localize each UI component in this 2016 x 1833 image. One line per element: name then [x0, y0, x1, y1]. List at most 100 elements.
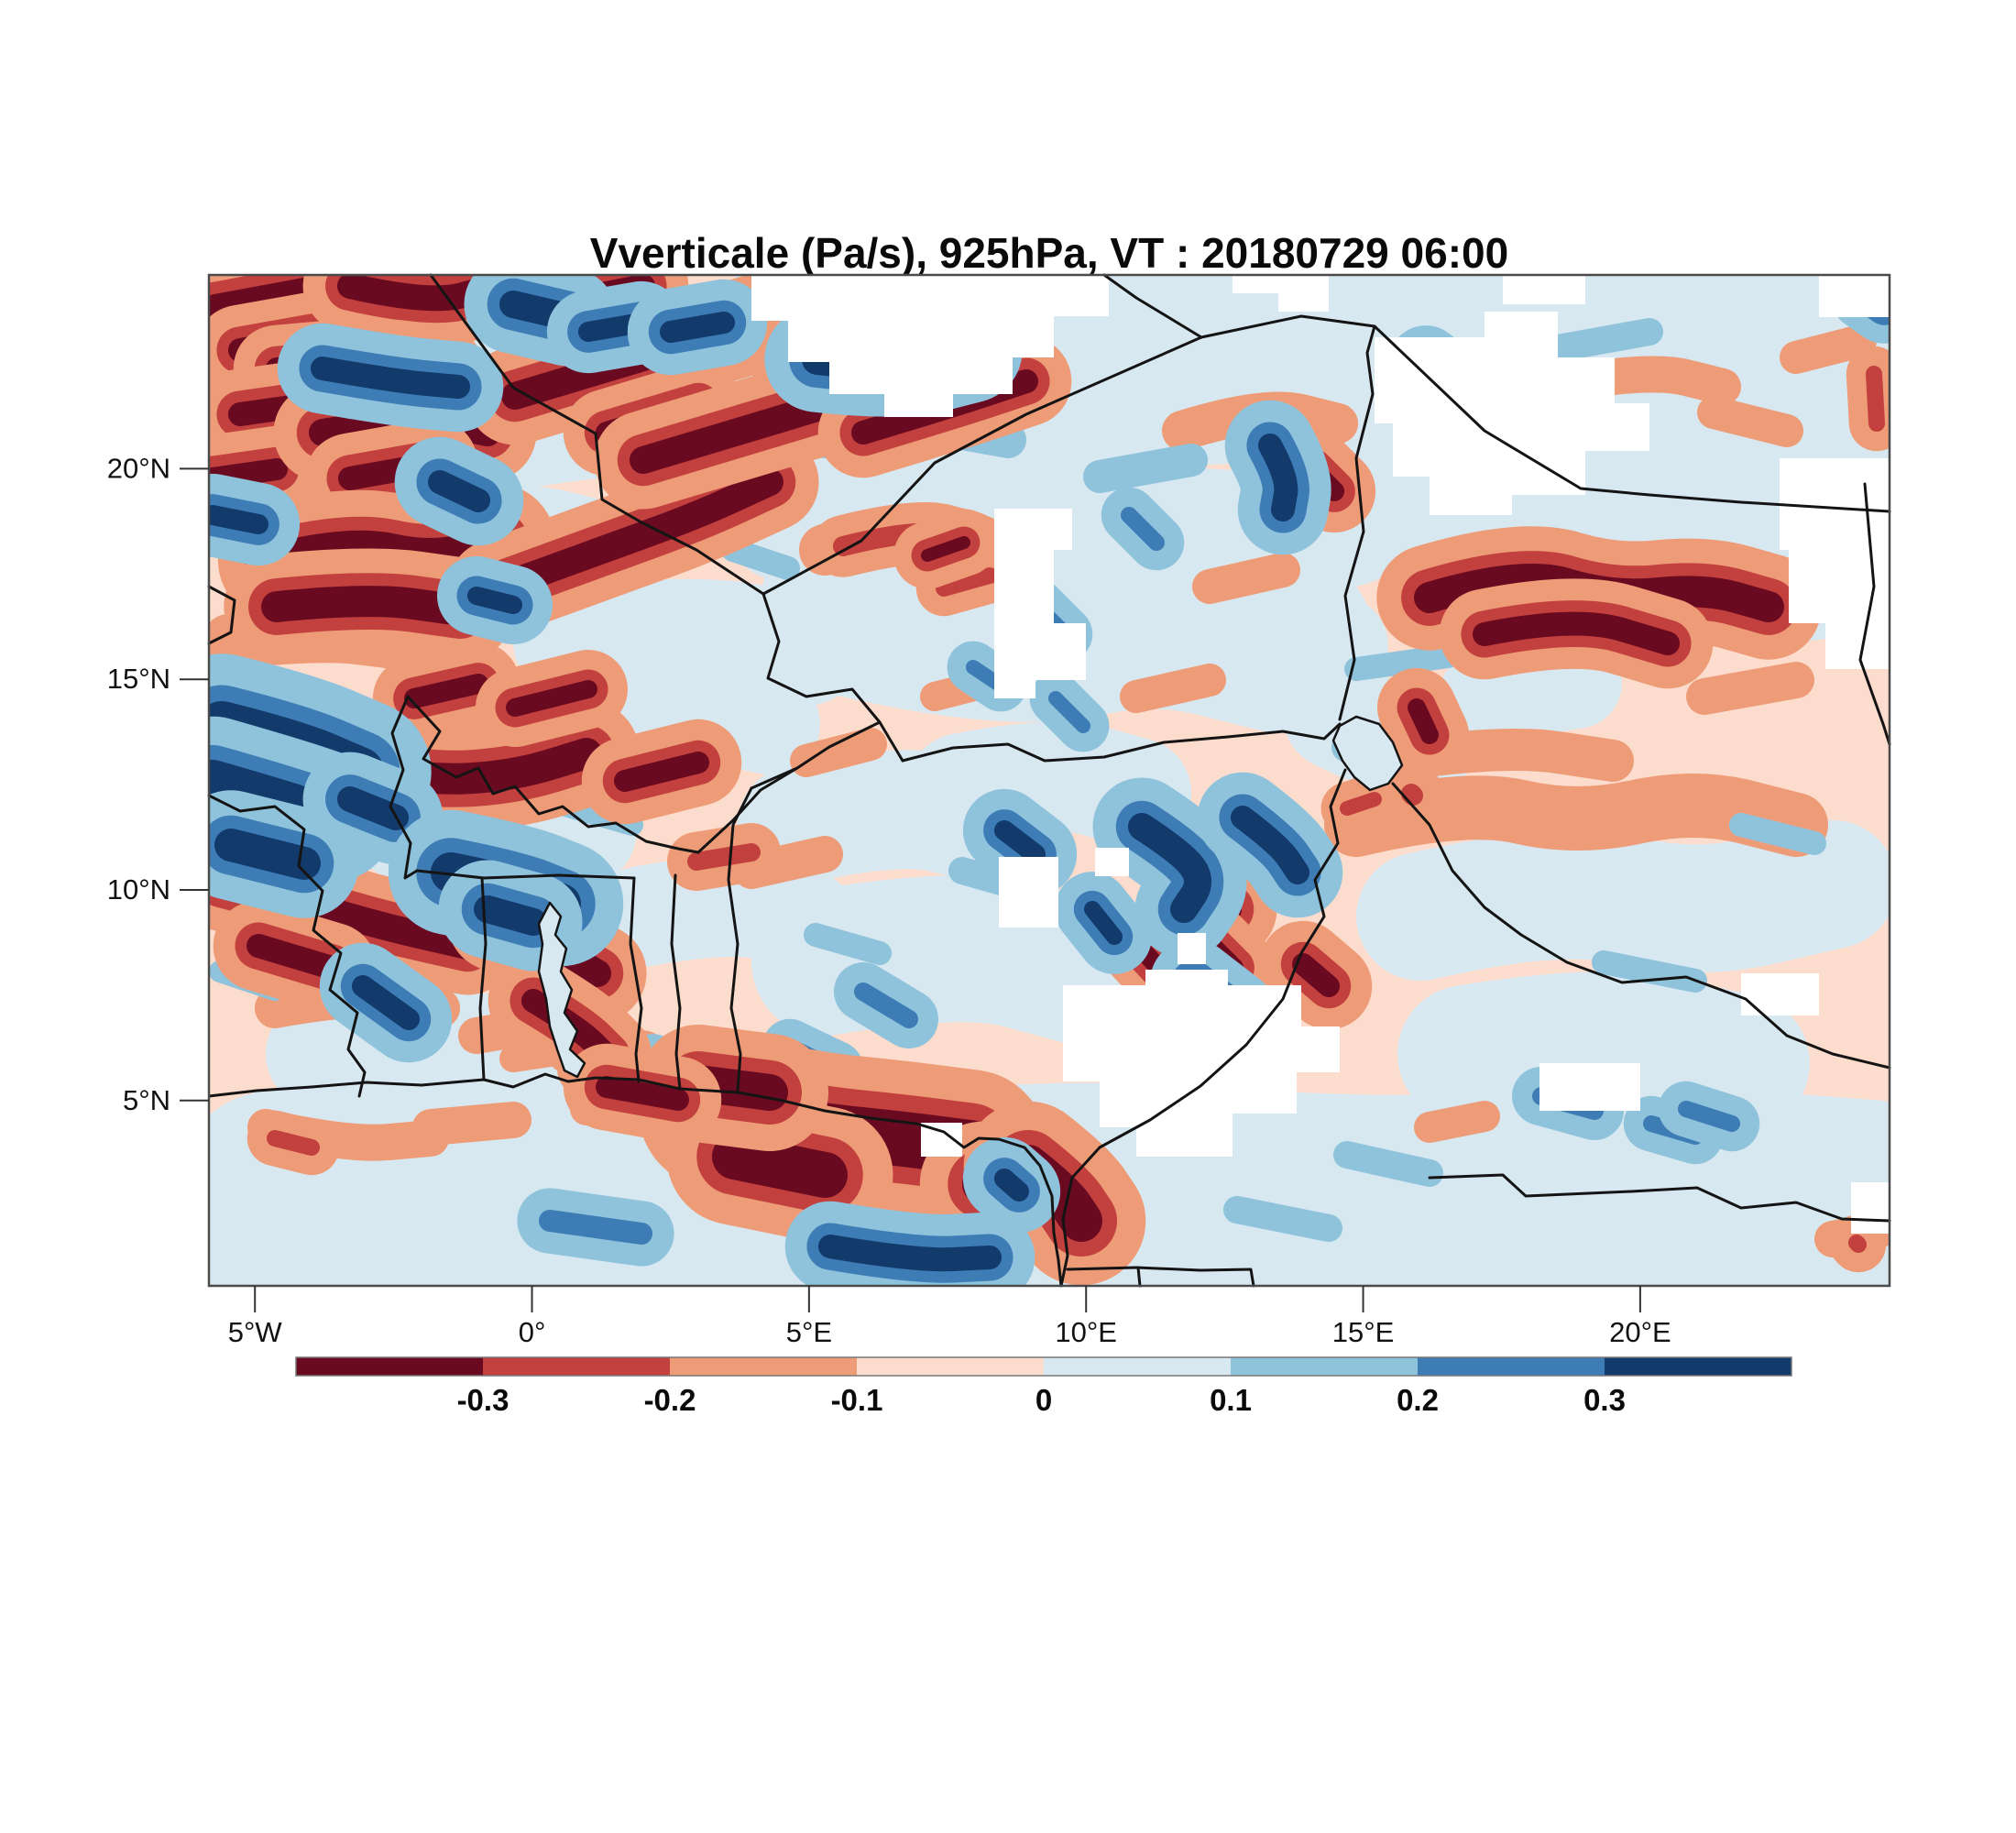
country-border-line [901, 722, 1342, 763]
anomaly-blob [267, 1130, 320, 1156]
colorbar-tick-label: 0.1 [1210, 1383, 1252, 1417]
lake-outline [1331, 715, 1404, 792]
anomaly-blob [261, 586, 476, 626]
anomaly-blob [1333, 1141, 1443, 1187]
country-border-line [415, 869, 636, 880]
anomaly-blob [1120, 664, 1226, 713]
colorbar-tick-label: -0.3 [457, 1383, 509, 1417]
country-border-line [1391, 782, 1891, 1070]
no-data-mask [1503, 275, 1585, 304]
country-border-line [727, 786, 753, 1092]
colorbar-outline [295, 1356, 1792, 1377]
contour-field [209, 275, 1890, 1286]
anomaly-blob [1473, 611, 1680, 655]
anomaly-blob [1356, 820, 1890, 981]
country-borders [207, 273, 1891, 1288]
anomaly-blob [311, 357, 470, 399]
lake-outline [537, 901, 586, 1079]
anomaly-blob [721, 538, 800, 580]
anomaly-blob [1397, 971, 1810, 1132]
no-data-mask [999, 857, 1058, 927]
anomaly-blob [1686, 662, 1814, 715]
anomaly-blob [337, 275, 508, 312]
anomaly-blob [591, 856, 857, 971]
longitude-tick-label: 20°E [1609, 1316, 1671, 1348]
colorbar-tick-label: -0.1 [831, 1383, 883, 1417]
anomaly-blob [1084, 901, 1123, 945]
anomaly-blob [687, 843, 761, 871]
colorbar-segment [296, 1357, 484, 1376]
anomaly-blob [994, 1169, 1029, 1202]
country-border-line [1059, 768, 1347, 1288]
anomaly-blob [790, 728, 887, 777]
longitude-tick-label: 10°E [1055, 1316, 1117, 1348]
anomaly-blob [1083, 444, 1208, 493]
country-border-line [1200, 314, 1891, 513]
anomaly-blob [412, 1102, 531, 1146]
anomaly-blob [1301, 275, 1890, 403]
no-data-mask [751, 275, 1109, 417]
anomaly-blob [506, 680, 597, 717]
anomaly-blob [818, 1235, 1002, 1272]
anomaly-blob [660, 312, 735, 343]
colorbar-tick-label: 0.2 [1397, 1383, 1439, 1417]
country-border-line [696, 766, 799, 854]
colorbar-segment [670, 1357, 858, 1376]
no-data-mask [1741, 973, 1819, 1015]
country-border-line [761, 335, 1203, 596]
anomaly-blob [936, 567, 998, 597]
anomaly-blob [1340, 792, 1382, 816]
longitude-tick-label: 15°E [1332, 1316, 1395, 1348]
anomaly-blob [1866, 366, 1885, 432]
anomaly-blob [614, 752, 709, 792]
longitude-tick-label: 0° [519, 1316, 546, 1348]
no-data-mask [1178, 933, 1206, 964]
anomaly-blob [467, 587, 522, 614]
anomaly-blob [1258, 434, 1298, 521]
colorbar-segment [1231, 1357, 1419, 1376]
anomaly-blob [352, 975, 420, 1030]
coastline [208, 1072, 1063, 1287]
anomaly-blob [337, 786, 409, 830]
anomaly-blob [719, 434, 1113, 591]
longitude-tick-label: 5°E [786, 1316, 832, 1348]
map-frame [207, 273, 1891, 1288]
anomaly-blob [712, 1134, 848, 1198]
anomaly-blob [994, 820, 1046, 864]
country-border-line [670, 873, 682, 1091]
anomaly-blob [1678, 1101, 1740, 1132]
latitude-axis: 20°N 15°N 10°N 5°N [107, 452, 209, 1116]
country-border-line [1136, 1266, 1142, 1288]
country-border-line [1102, 273, 1203, 339]
anomaly-blob [404, 674, 488, 708]
anomaly-blob [1344, 644, 1460, 681]
anomaly-blob [1121, 507, 1165, 551]
no-data-mask [1851, 1182, 1890, 1234]
colorbar-segment [1605, 1357, 1792, 1376]
no-data-mask [1375, 312, 1649, 515]
colorbar-segment [857, 1357, 1045, 1376]
anomaly-blob [209, 505, 268, 534]
anomaly-blob [1223, 1196, 1342, 1242]
anomaly-blob [921, 536, 970, 562]
anomaly-blob [1414, 1101, 1500, 1143]
latitude-tick-label: 5°N [123, 1084, 170, 1116]
anomaly-blob [1780, 324, 1877, 374]
colorbar-tick-label: 0.3 [1583, 1383, 1626, 1417]
country-border-line [478, 876, 488, 1081]
anomaly-blob [1231, 806, 1309, 884]
anomaly-blob [596, 1076, 689, 1111]
anomaly-blob [1048, 691, 1090, 733]
anomaly-blob [854, 982, 918, 1028]
colorbar-tick-label: 0 [1035, 1383, 1052, 1417]
country-border-line [1858, 482, 1891, 746]
no-data-mask [1095, 848, 1129, 876]
anomaly-blob [1132, 579, 1388, 697]
no-data-mask [1539, 1063, 1640, 1111]
country-border-line [1338, 324, 1376, 721]
anomaly-blob [1292, 953, 1340, 997]
country-border-line [629, 876, 643, 1083]
anomaly-blob [1544, 318, 1663, 362]
